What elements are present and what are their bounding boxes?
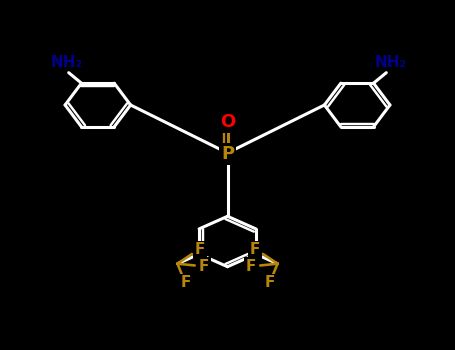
Text: F: F <box>181 275 191 290</box>
Text: F: F <box>264 275 274 290</box>
Text: O: O <box>220 113 235 131</box>
Text: F: F <box>199 259 209 274</box>
Text: F: F <box>195 242 205 257</box>
Text: F: F <box>246 259 256 274</box>
Text: F: F <box>250 242 260 257</box>
Text: NH₂: NH₂ <box>51 55 83 70</box>
Text: NH₂: NH₂ <box>375 55 407 70</box>
Text: P: P <box>221 145 234 163</box>
